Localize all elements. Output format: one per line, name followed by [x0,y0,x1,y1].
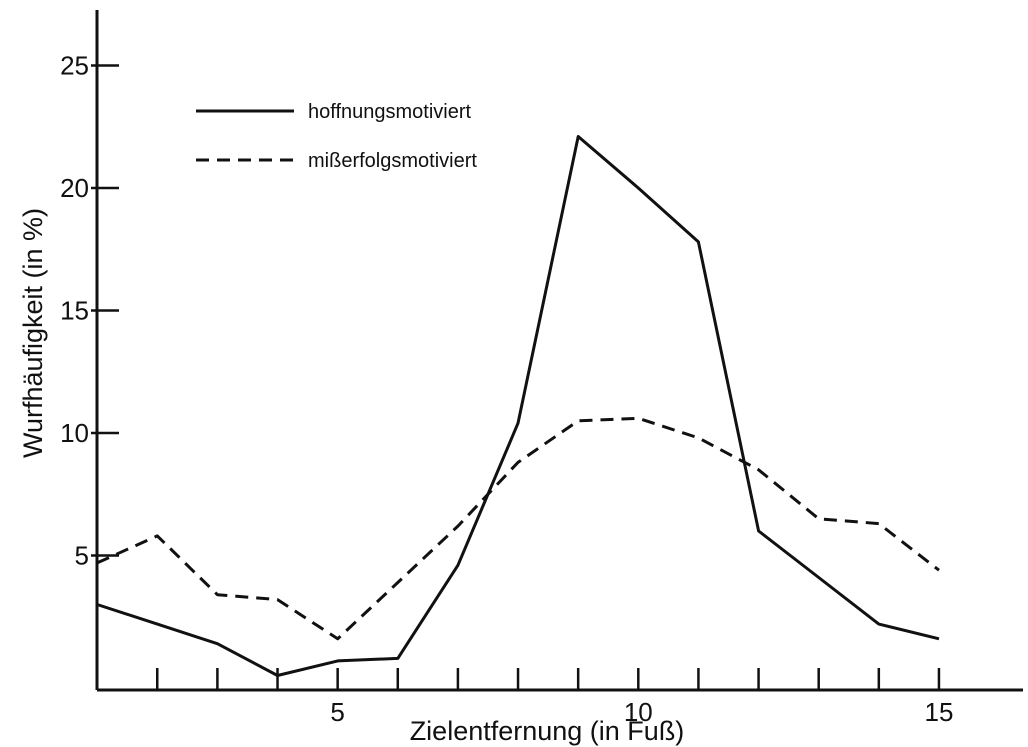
y-tick-label-25: 25 [60,51,89,81]
x-minor-ticks [95,668,941,690]
axes [95,10,1023,692]
x-tick-labels: 5 10 15 [330,697,953,727]
x-axis-title: Zielentfernung (in Fuß) [410,716,685,746]
x-tick-label-5: 5 [330,697,344,727]
legend-label-misserfolgsmotiviert: mißerfolgsmotiviert [308,150,477,172]
y-tick-label-5: 5 [75,541,89,571]
series-line-hoffnungsmotiviert [96,135,940,677]
legend: hoffnungsmotiviert mißerfolgsmotiviert [196,101,477,172]
y-ticks [91,64,119,557]
series-line-misserfolgsmotiviert [96,416,940,641]
x-tick-label-10: 10 [624,697,653,727]
series-lines [96,135,940,677]
y-tick-label-10: 10 [60,418,89,448]
y-tick-label-15: 15 [60,296,89,326]
y-axis-title: Wurfhäufigkeit (in %) [18,208,48,458]
y-tick-label-20: 20 [60,173,89,203]
legend-label-hoffnungsmotiviert: hoffnungsmotiviert [308,101,472,123]
y-tick-labels: 5 10 15 20 25 [60,51,89,571]
x-tick-label-15: 15 [924,697,953,727]
